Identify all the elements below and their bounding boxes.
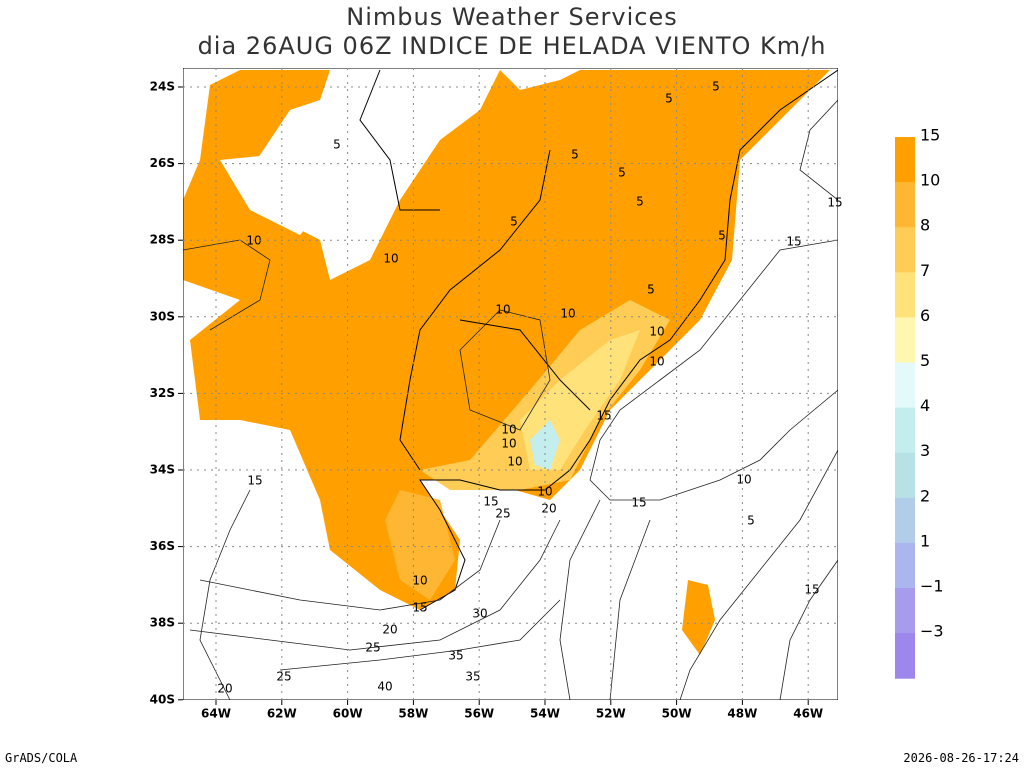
contour-label: 5 xyxy=(665,92,673,106)
contour-label: 30 xyxy=(472,607,487,621)
lat-label: 28S xyxy=(150,233,175,247)
lon-label: 60W xyxy=(333,707,363,721)
contour-label: 5 xyxy=(747,514,755,528)
shaded-area xyxy=(183,70,830,610)
coastline xyxy=(419,69,838,611)
colorbar-label: −1 xyxy=(920,577,944,596)
colorbar-label: 1 xyxy=(920,531,930,550)
contour-label: 40 xyxy=(377,680,392,694)
lat-label: 30S xyxy=(150,309,175,323)
shaded-area xyxy=(530,420,560,470)
lon-label: 58W xyxy=(398,707,428,721)
contour-label: 25 xyxy=(495,507,510,521)
contour-label: 5 xyxy=(510,215,518,229)
lat-label: 38S xyxy=(150,616,175,630)
contour-label: 35 xyxy=(448,649,463,663)
contour-label: 25 xyxy=(365,641,380,655)
lon-label: 62W xyxy=(267,707,297,721)
contour-label: 15 xyxy=(247,474,262,488)
contour-label: 10 xyxy=(649,325,664,339)
contour-label: 5 xyxy=(618,166,626,180)
contour-label: 10 xyxy=(501,423,516,437)
contour-label: 10 xyxy=(507,455,522,469)
contour-label: 20 xyxy=(541,502,556,516)
contour-labels: 5 5 5 5 5 5 5 5 5 10 10 10 10 10 10 10 1… xyxy=(217,80,842,696)
contour-label: 10 xyxy=(537,485,552,499)
shaded-area xyxy=(682,580,715,655)
colorbar-swatch xyxy=(895,317,915,363)
contour-label: 5 xyxy=(636,195,644,209)
contour-label: 15 xyxy=(596,409,611,423)
contour xyxy=(183,99,838,700)
colorbar-label: 5 xyxy=(920,351,930,370)
contour-label: 15 xyxy=(786,235,801,249)
contour-label: 5 xyxy=(571,148,579,162)
contour-label: 10 xyxy=(495,303,510,317)
unshaded-area xyxy=(220,150,330,235)
lat-label: 34S xyxy=(150,463,175,477)
contour-label: 20 xyxy=(382,623,397,637)
shaded-area xyxy=(385,490,455,600)
subtitle: dia 26AUG 06Z INDICE DE HELADA VIENTO Km… xyxy=(198,32,827,60)
border xyxy=(359,69,591,471)
lat-label: 26S xyxy=(150,156,175,170)
footer-right: 2026-08-26-17:24 xyxy=(903,751,1019,765)
contour-label: 10 xyxy=(649,355,664,369)
lon-label: 50W xyxy=(662,707,692,721)
colorbar-swatch xyxy=(895,588,915,634)
map: 5 5 5 5 5 5 5 5 5 10 10 10 10 10 10 10 1… xyxy=(150,68,843,721)
colorbar-swatch xyxy=(895,137,915,183)
contour-label: 10 xyxy=(383,252,398,266)
contour-label: 5 xyxy=(647,283,655,297)
contour-label: 10 xyxy=(560,307,575,321)
contour-label: 5 xyxy=(718,229,726,243)
colorbar-swatch xyxy=(895,407,915,454)
lon-label: 48W xyxy=(727,707,757,721)
lon-label: 46W xyxy=(793,707,823,721)
map-axes: 24S 26S 28S 30S 32S 34S 36S 38S 40S 64W 62W 60W 58W 5… xyxy=(150,80,824,721)
colorbar-swatch xyxy=(895,272,915,318)
colorbar-swatch xyxy=(895,227,915,273)
contour-label: 20 xyxy=(217,682,232,696)
colorbar-label: 8 xyxy=(920,216,930,235)
colorbar-label: 2 xyxy=(920,486,930,505)
colorbar-swatch xyxy=(895,362,915,409)
colorbar-label: 15 xyxy=(920,126,940,145)
lon-label: 54W xyxy=(530,707,560,721)
footer-left: GrADS/COLA xyxy=(5,751,78,765)
contour-label: 35 xyxy=(465,670,480,684)
colorbar-label: 6 xyxy=(920,306,930,325)
contour-label: 10 xyxy=(501,437,516,451)
colorbar-swatch xyxy=(895,452,915,499)
colorbar-label: 7 xyxy=(920,261,930,280)
lat-label: 36S xyxy=(150,539,175,553)
lon-label: 64W xyxy=(201,707,231,721)
colorbar-swatch xyxy=(895,497,915,544)
contour-label: 15 xyxy=(631,496,646,510)
contour-label: 15 xyxy=(827,196,842,210)
lat-label: 32S xyxy=(150,386,175,400)
contour-label: 10 xyxy=(412,574,427,588)
lon-label: 52W xyxy=(596,707,626,721)
contour-label: 15 xyxy=(412,601,427,615)
colorbar-swatch xyxy=(895,633,915,679)
contour-label: 15 xyxy=(483,495,498,509)
graticule xyxy=(183,68,838,700)
title: Nimbus Weather Services xyxy=(346,3,677,31)
colorbar: 15 10 8 7 6 5 4 3 2 1 −1 −3 xyxy=(895,126,944,679)
contour-label: 25 xyxy=(276,670,291,684)
colorbar-label: −3 xyxy=(920,622,944,641)
contour-label: 5 xyxy=(333,138,341,152)
contour-label: 10 xyxy=(736,473,751,487)
colorbar-label: 4 xyxy=(920,396,930,415)
lat-label: 40S xyxy=(150,692,175,706)
colorbar-label: 10 xyxy=(920,171,940,190)
lat-label: 24S xyxy=(150,80,175,94)
colorbar-swatch xyxy=(895,542,915,589)
lon-label: 56W xyxy=(464,707,494,721)
colorbar-label: 3 xyxy=(920,441,930,460)
contour-label: 15 xyxy=(804,583,819,597)
colorbar-swatch xyxy=(895,182,915,228)
